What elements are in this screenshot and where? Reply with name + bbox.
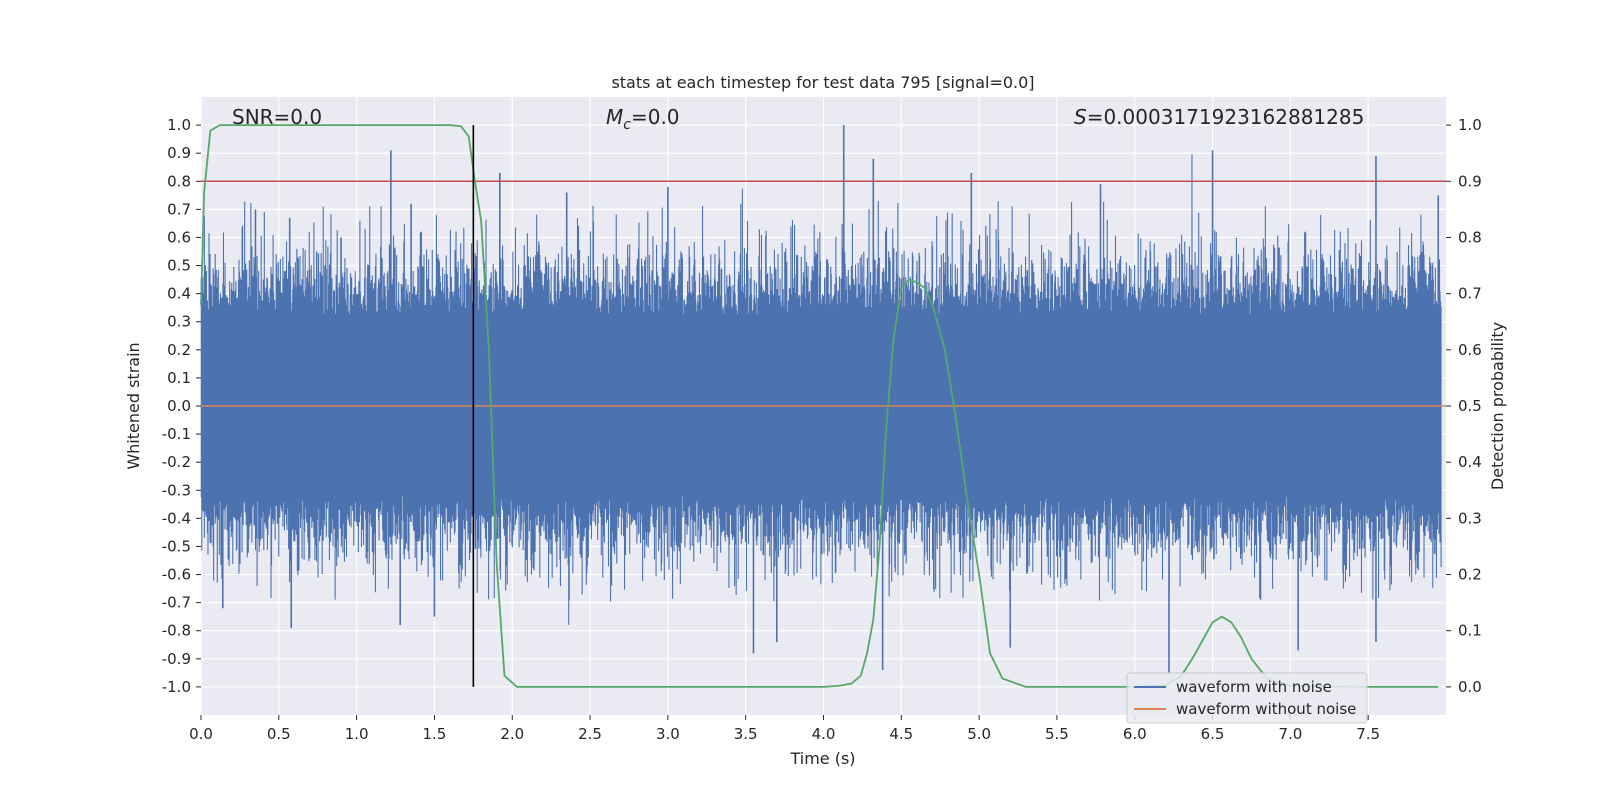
x-axis-label: Time (s) [789,749,855,768]
x-tick-label: 1.5 [423,725,447,743]
y-axis-ticks-left: 1.0 0.9 0.8 0.7 0.6 0.5 0.4 0.3 0.2 0.1 0.0 -0.1 -0.… [162,116,201,696]
chart-title: stats at each timestep for test data 795… [611,73,1034,92]
y-right-tick-label: 0.9 [1458,172,1482,190]
x-tick-label: 5.5 [1045,725,1069,743]
snr-annotation: SNR=0.0 [232,105,322,129]
y-tick-label: 1.0 [167,116,191,134]
x-tick-label: 2.0 [500,725,524,743]
x-tick-label: 7.5 [1356,725,1380,743]
x-axis-ticks: 0.0 0.5 1.0 1.5 2.0 2.5 3.0 3.5 4.0 4.5 5.0 5.5 6.0 6… [189,715,1380,743]
x-tick-label: 2.5 [578,725,602,743]
legend-label-noise: waveform with noise [1176,678,1332,696]
x-tick-label: 1.0 [345,725,369,743]
y-right-tick-label: 0.1 [1458,622,1482,640]
detection-probability-line [200,124,1439,688]
y-tick-label: 0.3 [167,313,191,331]
y-right-tick-label: 0.3 [1458,509,1482,527]
statistic-annotation: S=0.000317192316288128​5 [1074,105,1364,129]
x-tick-label: 0.5 [267,725,291,743]
y-right-tick-label: 0.2 [1458,566,1482,584]
y-tick-label: -0.3 [162,481,191,499]
x-tick-label: 4.0 [812,725,836,743]
y-tick-label: -0.1 [162,425,191,443]
y-right-tick-label: 0.5 [1458,397,1482,415]
y-tick-label: -0.4 [162,509,191,527]
chirp-mass-annotation: Mc=0.0 [606,105,680,133]
y-right-tick-label: 0.8 [1458,228,1482,246]
legend: waveform with noise waveform without noi… [1126,672,1368,724]
y-tick-label: 0.1 [167,369,191,387]
y-right-tick-label: 0.0 [1458,678,1482,696]
y-tick-label: 0.8 [167,172,191,190]
y-tick-label: 0.9 [167,144,191,162]
x-tick-label: 3.0 [656,725,680,743]
y-tick-label: -0.9 [162,650,191,668]
y-tick-label: -0.8 [162,622,191,640]
x-tick-label: 4.5 [889,725,913,743]
y-tick-label: -0.2 [162,453,191,471]
x-tick-label: 6.5 [1201,725,1225,743]
x-tick-label: 3.5 [734,725,758,743]
legend-box [1126,672,1368,724]
y-tick-label: 0.2 [167,341,191,359]
y-tick-label: -0.5 [162,537,191,555]
y-right-tick-label: 1.0 [1458,116,1482,134]
x-tick-label: 7.0 [1278,725,1302,743]
y-tick-label: 0.6 [167,228,191,246]
x-tick-label: 0.0 [189,725,213,743]
y-axis-label-right: Detection probability [1488,322,1507,490]
y-tick-label: 0.5 [167,257,191,275]
legend-label-clean: waveform without noise [1176,700,1356,718]
y-right-tick-label: 0.4 [1458,453,1482,471]
y-axis-ticks-right: 1.0 0.9 0.8 0.7 0.6 0.5 0.4 0.3 0.2 0.1 0.0 [1446,116,1482,696]
y-axis-label: Whitened strain [124,342,143,469]
x-tick-label: 6.0 [1123,725,1147,743]
y-right-tick-label: 0.7 [1458,285,1482,303]
y-tick-label: 0.0 [167,397,191,415]
y-tick-label: 0.4 [167,285,191,303]
y-tick-label: 0.7 [167,200,191,218]
y-right-tick-label: 0.6 [1458,341,1482,359]
y-tick-label: -1.0 [162,678,191,696]
y-tick-label: -0.6 [162,566,191,584]
x-tick-label: 5.0 [967,725,991,743]
y-tick-label: -0.7 [162,594,191,612]
